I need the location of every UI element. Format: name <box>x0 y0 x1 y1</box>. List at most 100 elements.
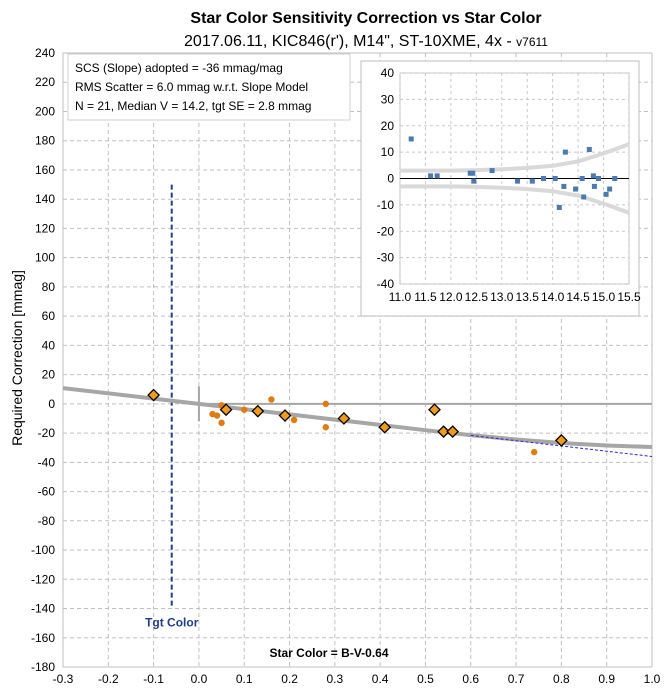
inset-residual-point <box>541 176 547 181</box>
inset-y-tick-label: -20 <box>377 224 395 238</box>
inset-residual-point <box>579 176 585 181</box>
inset-x-tick-label: 15.5 <box>617 290 641 304</box>
inset-residual-point <box>562 149 568 155</box>
target-color-label: Tgt Color <box>145 616 199 630</box>
inset-chart: 11.0 11.5 12.0 12.5 13.0 13.5 14.0 14.5 15.0 15.5… <box>360 60 641 317</box>
binned-diamond-point <box>219 403 233 417</box>
inset-residual-point <box>428 173 434 179</box>
inset-residual-point <box>434 173 440 179</box>
inset-residual-point <box>408 136 414 142</box>
binned-diamond-point <box>378 420 392 434</box>
binned-diamond-point <box>251 404 265 418</box>
x-tick-label: -0.1 <box>143 672 164 686</box>
y-tick-label: -120 <box>31 572 55 586</box>
info-line-1: SCS (Slope) adopted = -36 mmag/mag <box>75 61 283 75</box>
y-tick-label: 20 <box>42 368 56 382</box>
inset-x-tick-label: 14.5 <box>566 290 590 304</box>
y-tick-label: -100 <box>31 543 55 557</box>
y-tick-label: -40 <box>38 455 56 469</box>
x-tick-label: 0.5 <box>417 672 434 686</box>
inset-residual-point <box>515 178 521 184</box>
y-tick-label: 80 <box>42 280 56 294</box>
inset-y-tick-label: -30 <box>377 251 395 265</box>
inset-series <box>400 136 630 215</box>
star-point <box>268 396 275 403</box>
y-tick-label: -180 <box>31 660 55 674</box>
y-tick-label: -20 <box>38 426 56 440</box>
inset-y-tick-label: 40 <box>381 66 395 80</box>
inset-residual-point <box>556 205 562 211</box>
chart-subtitle-main: 2017.06.11, KIC846(r'), M14", ST-10XME, … <box>184 33 502 50</box>
y-tick-label: 160 <box>35 163 55 177</box>
x-tick-label: 0.7 <box>508 672 525 686</box>
inset-x-tick-label: 15.0 <box>592 290 616 304</box>
inset-y-tick-label: 10 <box>381 145 395 159</box>
y-tick-label: 220 <box>35 75 55 89</box>
y-axis-label: Required Correction [mmag] <box>9 270 25 446</box>
inset-x-tick-label: 13.0 <box>490 290 514 304</box>
chart-subtitle-separator: - <box>502 33 516 50</box>
binned-diamond-point <box>337 412 351 425</box>
inset-y-tick-label: -10 <box>377 198 395 212</box>
y-tick-label: 180 <box>35 134 55 148</box>
slope-model-curve <box>62 386 653 449</box>
inset-x-tick-label: 13.5 <box>516 290 540 304</box>
star-point <box>322 400 329 408</box>
info-box-frame <box>67 53 351 121</box>
inset-residual-point <box>573 186 579 192</box>
binned-diamond-point <box>437 425 451 439</box>
inset-residual-point <box>581 194 587 200</box>
y-tick-label: 60 <box>42 309 56 323</box>
inset-x-tick-label: 12.0 <box>439 290 463 304</box>
y-tick-label: 140 <box>35 192 55 206</box>
inset-residual-point <box>489 168 495 174</box>
y-tick-label: -140 <box>31 602 55 616</box>
x-axis-label: Star Color = B-V-0.64 <box>269 646 388 660</box>
main-tick-labels: -0.3 -0.2 -0.1 0.0 0.1 0.2 0.3 0.4 0.5 0.6 0.7 0.8 0… <box>31 46 661 686</box>
y-tick-label: 100 <box>35 251 55 265</box>
y-tick-label: 200 <box>35 104 55 118</box>
binned-diamond-point <box>147 388 161 402</box>
inset-residual-point <box>607 186 613 192</box>
x-tick-label: 0.0 <box>191 672 208 686</box>
y-tick-label: -60 <box>38 485 56 499</box>
main-series <box>62 386 653 457</box>
inset-residual-point <box>470 170 476 176</box>
inset-residual-point <box>552 176 558 181</box>
y-tick-label: -80 <box>38 514 56 528</box>
inset-residual-point <box>591 183 597 189</box>
inset-x-tick-label: 11.5 <box>414 290 437 304</box>
x-tick-label: 0.3 <box>327 672 344 686</box>
binned-diamond-point <box>446 425 460 439</box>
chart-subtitle-version: v7611 <box>516 35 548 49</box>
inset-residual-point <box>590 173 596 179</box>
info-line-3: N = 21, Median V = 14.2, tgt SE = 2.8 mm… <box>75 99 311 113</box>
info-box: SCS (Slope) adopted = -36 mmag/mag RMS S… <box>67 53 351 121</box>
inset-lower-envelope <box>400 184 630 215</box>
x-tick-label: 0.9 <box>598 672 615 686</box>
x-tick-label: -0.2 <box>98 672 119 686</box>
x-tick-label: 0.6 <box>462 672 479 686</box>
y-tick-label: 240 <box>35 46 55 60</box>
star-point <box>241 406 248 413</box>
inset-residual-point <box>595 176 601 181</box>
inset-residual-point <box>529 178 535 184</box>
inset-upper-envelope <box>400 142 630 173</box>
y-tick-label: 120 <box>35 221 55 235</box>
inset-y-tick-label: -40 <box>377 277 395 291</box>
star-point <box>218 419 225 427</box>
inset-residual-point <box>586 146 592 152</box>
inset-y-tick-label: 30 <box>381 92 395 106</box>
y-tick-label: 40 <box>42 338 56 352</box>
inset-y-tick-label: 0 <box>387 172 394 186</box>
inset-y-tick-label: 20 <box>381 119 395 133</box>
inset-x-tick-label: 12.5 <box>465 290 489 304</box>
info-line-2: RMS Scatter = 6.0 mmag w.r.t. Slope Mode… <box>75 80 308 94</box>
x-tick-label: 0.8 <box>553 672 570 686</box>
y-tick-label: -160 <box>31 631 55 645</box>
binned-diamond-point <box>428 403 441 417</box>
x-tick-label: 0.1 <box>236 672 253 686</box>
inset-residual-point <box>471 178 477 184</box>
inset-grid <box>399 72 630 285</box>
